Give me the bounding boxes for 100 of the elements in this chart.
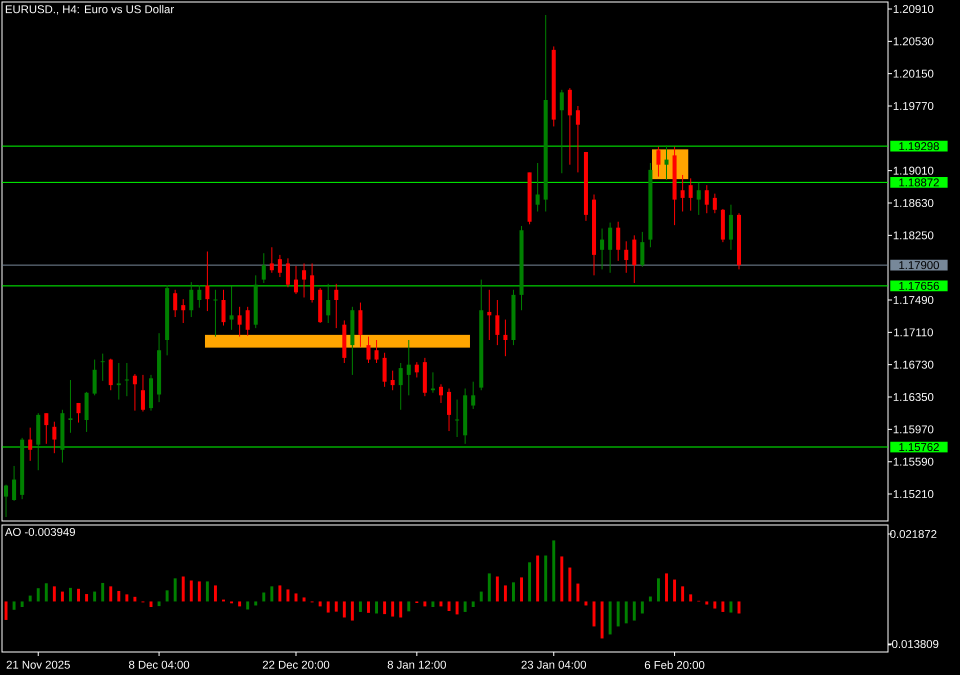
candlestick	[560, 89, 564, 174]
candlestick	[230, 286, 234, 330]
candlestick	[640, 231, 644, 268]
candlestick	[197, 285, 202, 308]
bar	[616, 601, 620, 626]
bar	[383, 601, 386, 614]
candlestick	[382, 352, 387, 388]
y-tick-label: 1.19010	[894, 166, 934, 175]
bar	[431, 601, 434, 607]
bar	[246, 601, 250, 610]
candlestick	[374, 340, 379, 364]
y-tick-label: 0.021872	[890, 530, 936, 538]
candlestick	[238, 306, 242, 338]
bar	[520, 577, 523, 602]
bar	[689, 594, 692, 602]
bar	[4, 601, 8, 620]
candlestick	[390, 370, 395, 391]
candlestick	[286, 258, 290, 288]
candlestick	[189, 282, 194, 318]
bar	[488, 573, 491, 602]
bar	[158, 601, 161, 606]
candlestick	[221, 289, 226, 326]
bar	[721, 601, 724, 612]
bar	[294, 593, 298, 602]
bar	[681, 586, 684, 602]
candlestick	[173, 289, 178, 318]
y-tick-label: 1.17110	[894, 328, 933, 336]
bar	[350, 601, 354, 621]
candlestick	[576, 105, 580, 173]
bar	[568, 568, 572, 602]
bar	[342, 601, 346, 618]
bar	[278, 585, 282, 602]
candlestick	[664, 144, 669, 181]
candlestick	[406, 340, 411, 396]
candlestick	[680, 174, 685, 212]
bar	[464, 601, 467, 612]
bar	[656, 578, 660, 602]
x-tick-label: 21 Nov 2025	[6, 660, 70, 669]
bar	[600, 601, 604, 638]
y-tick-label: 1.17490	[894, 296, 934, 304]
bar	[536, 556, 540, 602]
candlestick	[140, 374, 145, 412]
bar	[423, 601, 426, 606]
bar	[584, 601, 588, 606]
candlestick	[44, 412, 48, 444]
candlestick	[132, 374, 137, 412]
candlestick	[503, 319, 508, 357]
candlestick	[294, 265, 298, 295]
bar	[544, 556, 548, 602]
candlestick	[696, 182, 701, 216]
bar	[592, 601, 596, 626]
candlestick	[616, 221, 620, 262]
candlestick	[270, 246, 274, 274]
candlestick	[205, 251, 210, 312]
y-tick-label: 1.18250	[894, 231, 934, 240]
y-tick-label: 1.15970	[894, 425, 934, 434]
candlestick	[278, 254, 282, 278]
bar	[665, 573, 668, 602]
bar	[358, 601, 362, 612]
bar	[640, 601, 644, 614]
y-tick-label: 1.18630	[894, 199, 934, 208]
bar	[504, 585, 507, 602]
y-tick-label: 1.20910	[894, 4, 934, 13]
ref-line-label: 1.18872	[899, 178, 939, 186]
candlestick	[608, 222, 612, 274]
y-tick-label: 1.19770	[894, 102, 934, 110]
bar	[448, 601, 450, 612]
bar	[560, 556, 564, 602]
candlestick	[438, 384, 443, 404]
bar	[190, 580, 193, 602]
candlestick	[12, 465, 16, 502]
x-tick-label: 23 Jan 04:00	[522, 660, 586, 669]
candlestick	[92, 359, 97, 396]
bar	[632, 601, 636, 621]
bar	[440, 601, 442, 606]
candlestick	[656, 146, 660, 178]
bar	[52, 586, 56, 602]
y-tick-label: 1.20530	[894, 37, 934, 46]
bar	[133, 596, 136, 602]
candlestick	[4, 484, 8, 518]
bar	[367, 601, 370, 613]
bar	[28, 596, 32, 602]
y-tick-label: -0.013809	[888, 640, 938, 648]
chart-title: AO -0.003949	[4, 528, 75, 536]
bar	[512, 582, 515, 602]
bar	[608, 601, 612, 634]
y-tick-label: 1.15590	[894, 458, 934, 466]
bar	[713, 601, 716, 609]
x-tick-label: 22 Dec 20:00	[262, 660, 330, 669]
x-tick-label: 8 Jan 12:00	[388, 660, 446, 669]
candlestick	[246, 306, 250, 336]
candlestick	[536, 162, 540, 212]
bar	[648, 596, 652, 602]
candlestick	[52, 421, 56, 454]
candlestick	[366, 336, 370, 364]
bar	[206, 581, 209, 602]
y-tick-label: 1.16730	[894, 360, 934, 369]
bar	[318, 601, 322, 606]
bar	[576, 584, 580, 602]
bar	[20, 601, 24, 607]
